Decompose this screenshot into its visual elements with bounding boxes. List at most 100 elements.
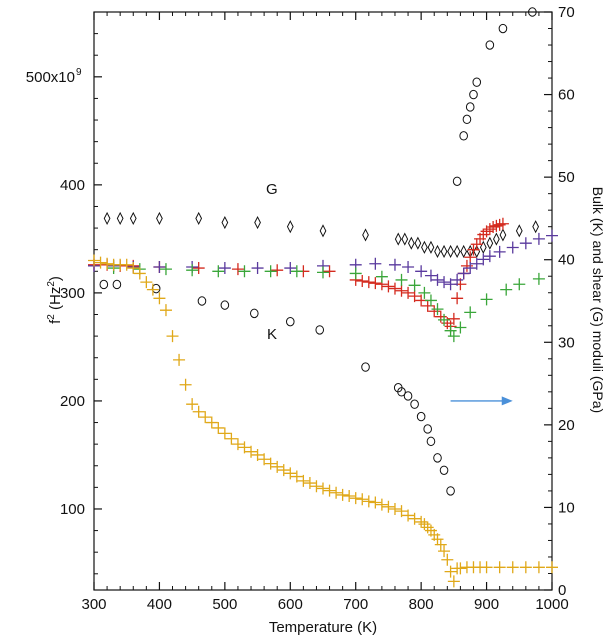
point-green-plus-17 [444, 324, 457, 337]
ticks-layer: 300 400 500 600 700 800 900 1000100200300400500… [26, 4, 575, 613]
point-gold-plus-14 [179, 378, 192, 391]
point-black-diamond-14 [421, 240, 428, 254]
point-gold-plus-47 [395, 505, 408, 518]
point-gold-plus-8 [140, 276, 153, 289]
point-gold-plus-32 [297, 474, 310, 487]
y-left-tick-label-300: 300 [60, 285, 85, 302]
point-black-diamond-15 [427, 240, 435, 254]
x-tick-label-800: 800 [409, 596, 434, 613]
point-gold-plus-34 [310, 480, 323, 493]
point-red-plus-39 [490, 219, 503, 232]
point-purple-plus-23 [483, 250, 496, 263]
y-left-label-base: f [47, 319, 64, 324]
point-red-plus-33 [470, 238, 483, 251]
point-red-plus-11 [356, 275, 369, 288]
point-black-diamond-0 [103, 211, 111, 226]
point-gold-plus-30 [284, 467, 297, 480]
point-red-plus-41 [496, 217, 509, 230]
point-gold-plus-9 [146, 283, 159, 296]
point-black-circle-21 [462, 114, 472, 125]
point-green-plus-16 [438, 313, 451, 326]
point-green-plus-8 [317, 266, 329, 279]
y-left-label-sup: 2 [46, 314, 57, 320]
point-gold-plus-25 [251, 448, 264, 461]
point-gold-plus-17 [199, 411, 212, 424]
point-gold-plus-58 [441, 553, 454, 566]
point-black-diamond-1 [116, 211, 124, 226]
x-tick-label-1000: 1000 [535, 596, 568, 613]
point-gold-plus-29 [277, 464, 290, 477]
point-gold-plus-41 [356, 493, 369, 506]
point-black-circle-27 [528, 7, 537, 17]
point-green-plus-4 [212, 265, 225, 278]
point-purple-plus-28 [546, 229, 558, 242]
point-gold-plus-35 [317, 482, 329, 495]
point-purple-plus-18 [451, 273, 464, 286]
point-red-plus-5 [192, 262, 205, 275]
point-black-circle-1 [112, 279, 122, 290]
point-black-diamond-3 [156, 211, 163, 226]
point-red-plus-9 [323, 265, 336, 278]
point-purple-plus-17 [444, 278, 457, 291]
point-black-circle-5 [250, 308, 259, 319]
point-red-plus-16 [388, 282, 401, 295]
point-gold-plus-1 [94, 256, 107, 269]
x-tick-label-700: 700 [343, 596, 368, 613]
point-green-plus-23 [513, 278, 526, 291]
point-green-plus-9 [349, 267, 362, 280]
arrow-head [501, 396, 513, 406]
point-red-plus-36 [480, 225, 493, 238]
point-gold-plus-51 [418, 518, 431, 531]
y-left-tick-label-500: 500x10 [26, 69, 75, 86]
y-left-tick-label-100: 100 [60, 501, 85, 518]
point-black-diamond-26 [499, 228, 507, 242]
point-gold-plus-6 [127, 262, 140, 275]
point-gold-plus-43 [369, 496, 382, 509]
point-gold-plus-69 [519, 561, 532, 574]
point-red-plus-32 [467, 243, 480, 256]
annotation-k: K [267, 326, 277, 343]
point-gold-plus-46 [388, 502, 401, 515]
point-black-circle-4 [220, 300, 230, 310]
point-gold-plus-0 [88, 254, 100, 267]
point-gold-plus-27 [264, 457, 277, 470]
point-gold-plus-7 [133, 267, 146, 280]
point-red-plus-35 [477, 228, 490, 241]
point-black-circle-26 [498, 23, 508, 34]
point-black-circle-15 [426, 436, 436, 447]
x-tick-label-600: 600 [278, 596, 303, 613]
point-black-circle-7 [315, 325, 325, 335]
plot-frame [93, 11, 553, 591]
point-black-circle-18 [446, 486, 455, 496]
point-purple-plus-13 [415, 265, 428, 278]
point-black-diamond-20 [460, 244, 468, 259]
y-right-tick-label-50: 50 [558, 169, 575, 186]
point-gold-plus-16 [192, 405, 205, 418]
point-black-circle-0 [99, 279, 109, 290]
x-axis-label: Temperature (K) [269, 619, 377, 635]
marks-layer [88, 7, 558, 588]
point-red-plus-31 [464, 251, 477, 264]
point-red-plus-6 [231, 263, 244, 276]
point-gold-plus-56 [434, 538, 447, 551]
point-black-circle-16 [433, 453, 442, 463]
point-gold-plus-39 [343, 490, 356, 503]
point-purple-plus-15 [431, 273, 444, 286]
point-black-diamond-25 [493, 232, 500, 246]
point-gold-plus-45 [382, 500, 395, 513]
point-green-plus-3 [186, 264, 199, 277]
point-red-plus-23 [434, 310, 447, 323]
point-gold-plus-60 [447, 575, 460, 588]
x-tick-label-500: 500 [212, 596, 237, 613]
point-red-plus-40 [493, 218, 506, 231]
point-black-circle-25 [485, 40, 495, 50]
point-gold-plus-55 [431, 533, 444, 546]
point-green-plus-15 [431, 303, 444, 316]
point-red-plus-12 [362, 276, 375, 289]
point-black-diamond-7 [286, 220, 294, 234]
point-black-circle-22 [465, 102, 475, 112]
point-gold-plus-68 [506, 561, 519, 574]
point-gold-plus-5 [120, 258, 133, 271]
y-left-tick-label-200: 200 [60, 393, 85, 410]
